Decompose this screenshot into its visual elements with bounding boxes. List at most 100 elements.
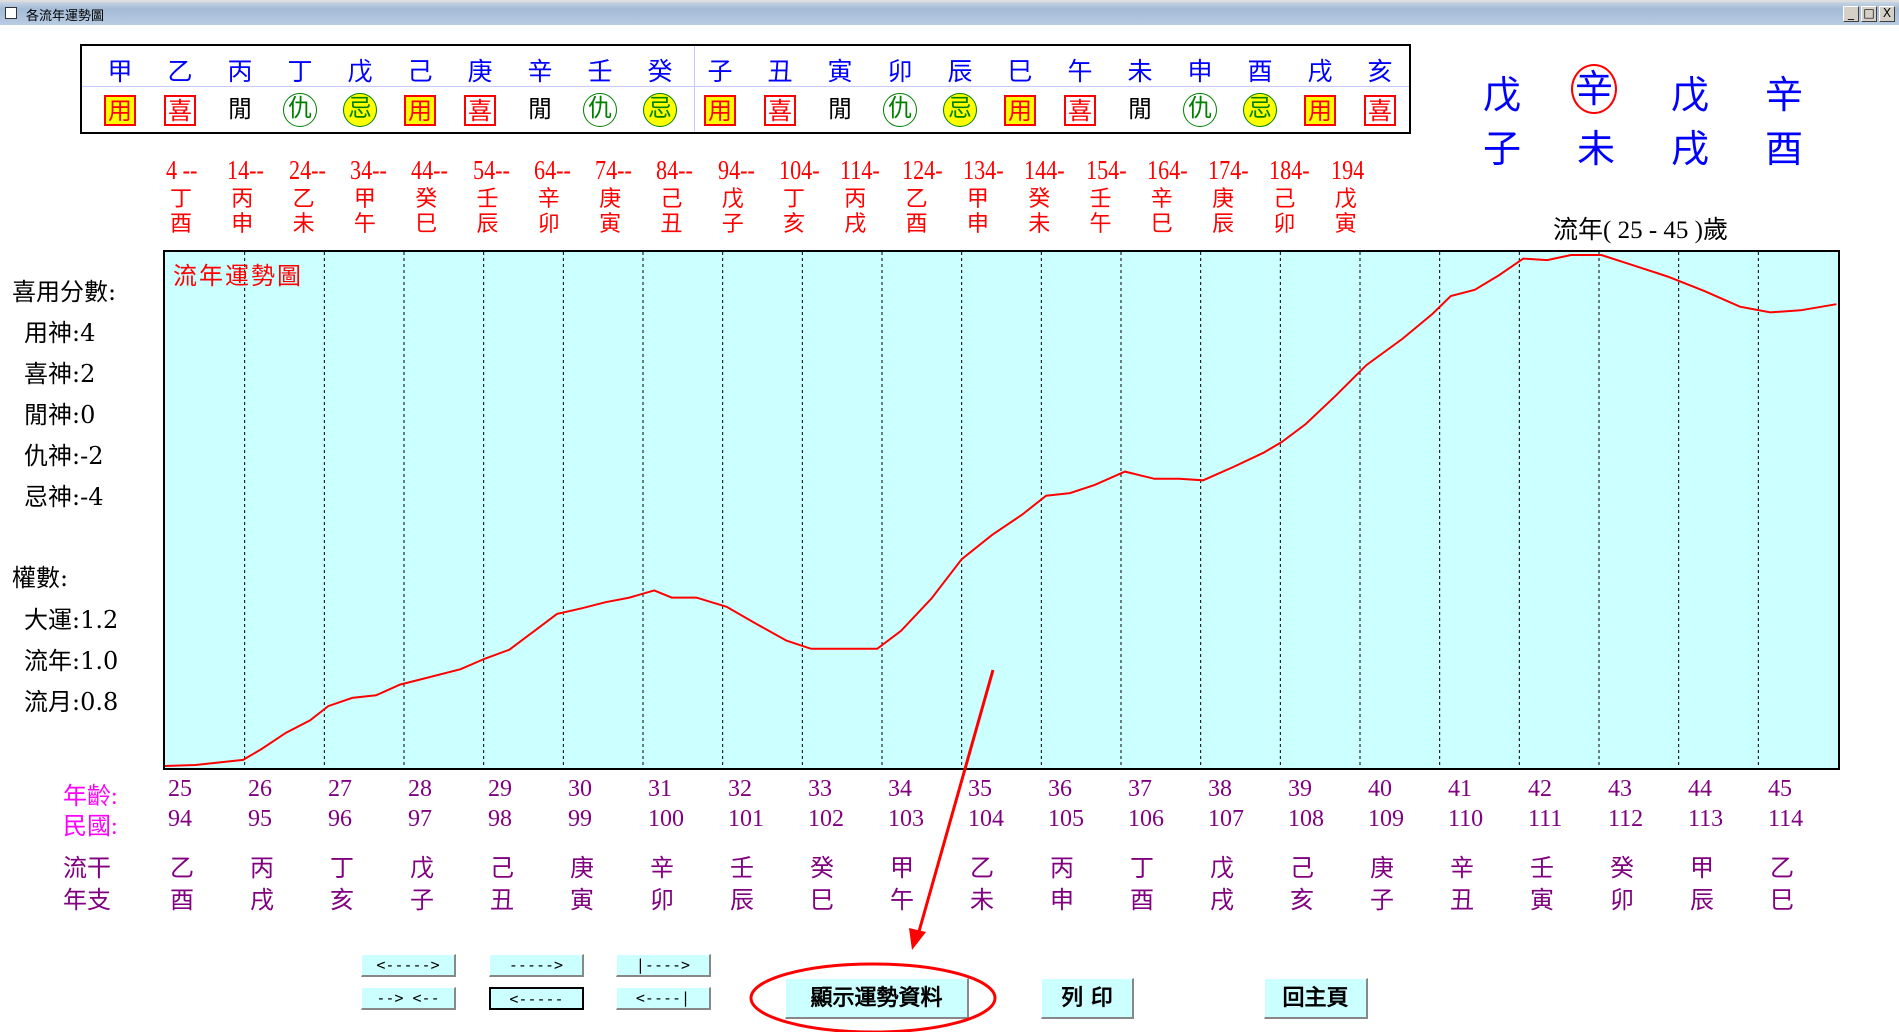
score-item: 用神:4 [24, 319, 96, 347]
end-button[interactable]: |----> [616, 954, 711, 977]
minimize-button[interactable]: _ [1843, 6, 1859, 22]
dayun-branch: 巳 [1150, 211, 1173, 236]
year-branch: 戌 [250, 888, 274, 914]
role-badge: 用 [690, 94, 750, 126]
stem-branch-label: 丑 [767, 57, 793, 86]
weight-item: 大運:1.2 [24, 606, 119, 634]
print-button[interactable]: 列 印 [1041, 978, 1134, 1019]
roc-year-value: 94 [168, 806, 192, 832]
window-title: 各流年運勢圖 [26, 9, 105, 24]
role-badge: 用 [90, 94, 150, 126]
role-badge: 忌 [1230, 93, 1290, 127]
dayun-stem: 丙 [231, 186, 254, 211]
stem-branch-role-table: 甲用 乙喜 丙閒 丁仇 戊忌 己用 庚喜 辛閒 壬仇 癸忌 子用 丑喜 寅閒 卯仇 辰忌 巳用 午喜 未閒 申仇 酉忌… [80, 44, 1411, 134]
roc-year-value: 102 [808, 806, 844, 832]
expand-range-button[interactable]: <-----> [361, 954, 456, 977]
year-branch: 午 [890, 888, 914, 914]
dayun-age: 24-- [288, 155, 326, 185]
year-branch: 子 [410, 888, 434, 914]
range-label: 流年( 25 - 45 )歲 [1553, 217, 1728, 244]
roc-year-value: 98 [488, 806, 512, 832]
dayun-age: 154- [1085, 155, 1127, 185]
dayun-stem: 辛 [537, 186, 560, 211]
dayun-column: 64-- 辛卯 [534, 155, 595, 236]
dayun-age: 114- [840, 155, 881, 185]
dayun-stem: 乙 [292, 186, 315, 211]
dayun-age: 134- [962, 155, 1004, 185]
role-badge: 用 [390, 94, 450, 126]
role-badge: 仇 [870, 93, 930, 127]
year-stem: 丙 [250, 856, 274, 882]
age-value: 26 [248, 776, 272, 802]
role-yong-label: 用 [1004, 94, 1036, 126]
stem-branch-label: 午 [1067, 57, 1093, 86]
stem-branch-label: 亥 [1367, 57, 1393, 86]
pillar-stem: 辛 [1571, 64, 1617, 114]
dayun-stem: 丁 [783, 186, 806, 211]
role-badge: 忌 [330, 93, 390, 127]
start-button[interactable]: <----| [616, 987, 711, 1010]
roc-year-value: 107 [1208, 806, 1244, 832]
age-value: 40 [1368, 776, 1392, 802]
weights-title: 權數: [12, 564, 69, 592]
dayun-column: 4 -- 丁酉 [166, 155, 227, 236]
role-badge: 閒 [1110, 94, 1170, 126]
age-value: 32 [728, 776, 752, 802]
roc-year-value: 101 [728, 806, 764, 832]
close-button[interactable]: X [1879, 6, 1895, 22]
role-chou-label: 仇 [1183, 93, 1217, 127]
age-value: 39 [1288, 776, 1312, 802]
age-value: 34 [888, 776, 912, 802]
pillar-branch: 戌 [1670, 127, 1709, 171]
age-value: 31 [648, 776, 672, 802]
arrow-head-icon [909, 928, 926, 950]
dayun-column: 104- 丁亥 [779, 155, 840, 236]
year-branch: 巳 [1770, 888, 1794, 914]
scores-title: 喜用分數: [12, 278, 117, 306]
stem-branch-label: 癸 [647, 57, 673, 86]
stem-branch-label: 子 [707, 57, 733, 86]
next-button[interactable]: -----> [489, 954, 584, 977]
role-badge: 喜 [450, 94, 510, 126]
role-badge: 仇 [1170, 93, 1230, 127]
dayun-stem: 丙 [844, 186, 867, 211]
year-stem: 甲 [1690, 856, 1714, 882]
year-stem: 辛 [650, 856, 674, 882]
year-stem: 丁 [1130, 856, 1154, 882]
pillar-branch: 酉 [1764, 127, 1803, 171]
dayun-stem: 庚 [1212, 186, 1235, 211]
dayun-column: 14-- 丙申 [227, 155, 288, 236]
dayun-stem: 戊 [1334, 186, 1357, 211]
dayun-branch: 未 [292, 211, 315, 236]
role-badge: 喜 [750, 94, 810, 126]
roc-year-value: 99 [568, 806, 592, 832]
divider [82, 86, 1409, 87]
dayun-stem: 乙 [905, 186, 928, 211]
roc-row-label: 民國: [63, 814, 118, 840]
pillar-stem: 戊 [1482, 73, 1521, 117]
roc-year-value: 106 [1128, 806, 1164, 832]
dayun-branch: 申 [966, 211, 989, 236]
dayun-branch: 午 [353, 211, 376, 236]
dayun-branch: 午 [1089, 211, 1112, 236]
dayun-stem: 庚 [599, 186, 622, 211]
weight-item: 流月:0.8 [24, 688, 119, 716]
shrink-range-button[interactable]: --> <-- [361, 987, 456, 1010]
dayun-column: 174- 庚辰 [1208, 155, 1269, 236]
year-branch: 未 [970, 888, 994, 914]
role-badge: 喜 [150, 94, 210, 126]
dayun-stem: 戊 [721, 186, 744, 211]
roc-year-value: 112 [1608, 806, 1644, 832]
year-stem: 庚 [570, 856, 594, 882]
prev-button[interactable]: <----- [489, 987, 584, 1010]
role-ji-label: 忌 [943, 93, 977, 127]
year-stem: 壬 [730, 856, 754, 882]
year-stem: 甲 [890, 856, 914, 882]
year-stem: 己 [1290, 856, 1314, 882]
stem-branch-label: 辰 [947, 57, 973, 86]
role-yong-label: 用 [104, 94, 136, 126]
home-button[interactable]: 回主頁 [1264, 978, 1368, 1019]
stem-branch-label: 申 [1187, 57, 1213, 86]
show-fortune-data-button[interactable]: 顯示運勢資料 [785, 978, 969, 1019]
maximize-button[interactable]: □ [1861, 6, 1877, 22]
